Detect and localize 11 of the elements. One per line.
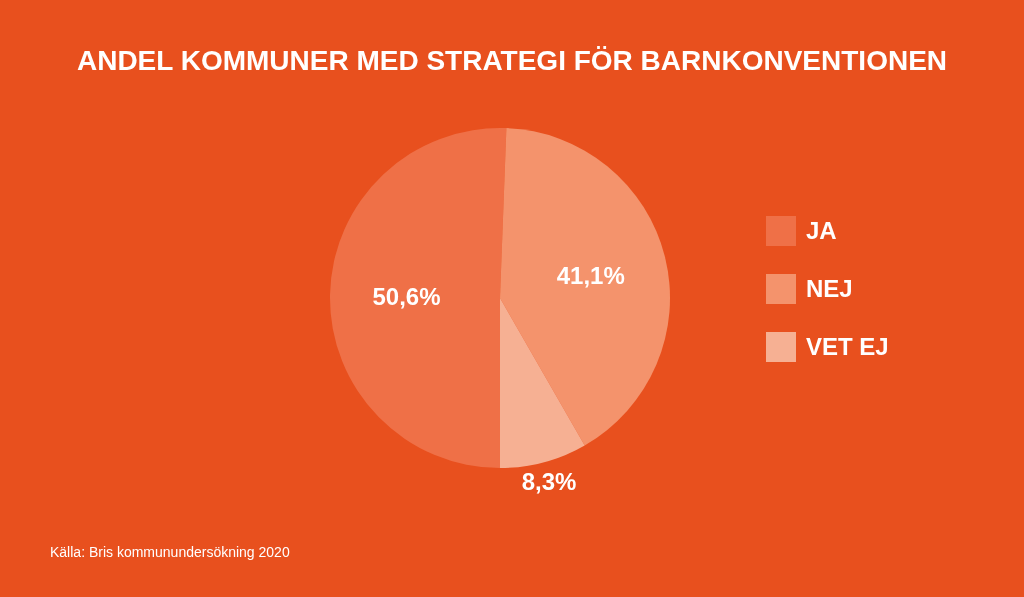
legend-label: NEJ — [806, 275, 853, 303]
legend-label: VET EJ — [806, 333, 889, 361]
legend-label: JA — [806, 217, 837, 245]
pie-slice — [500, 298, 585, 468]
chart-title: ANDEL KOMMUNER MED STRATEGI FÖR BARNKONVENTIONEN — [76, 45, 948, 76]
pie-slice — [500, 128, 670, 446]
data-label: 41,1% — [556, 262, 625, 289]
data-label: 8,3% — [521, 467, 577, 495]
data-label: 50,6% — [372, 282, 441, 310]
text: Källa: Bris kommunundersökning 2020 — [50, 544, 290, 560]
pie-slice — [330, 128, 507, 468]
